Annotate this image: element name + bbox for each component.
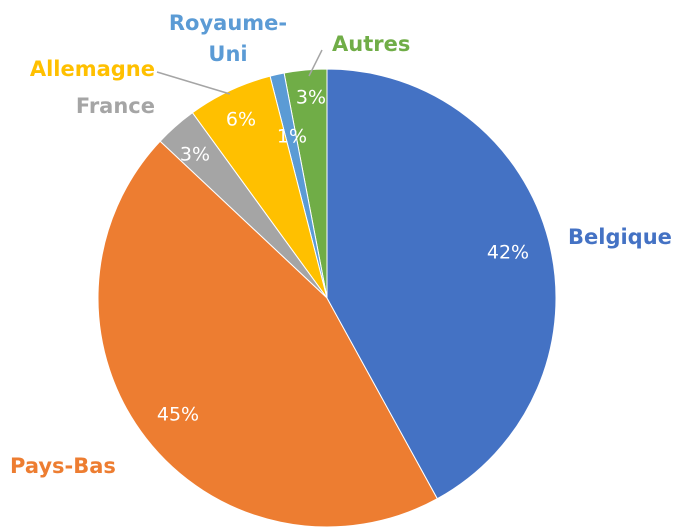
category-label: Pays-Bas <box>10 454 116 478</box>
leader-line <box>156 71 231 95</box>
category-label: France <box>76 94 155 118</box>
category-label: Belgique <box>568 225 672 249</box>
category-label: Royaume-Uni <box>169 11 287 66</box>
category-label: Autres <box>332 32 410 56</box>
slice <box>326 68 557 500</box>
value-label: 45% <box>157 404 199 426</box>
labels: 42% Belgique 45% Pays-Bas 3% France 6% Allemagn… <box>10 11 672 478</box>
value-label: 3% <box>180 144 210 166</box>
value-label: 1% <box>277 126 307 148</box>
leader-line <box>308 49 323 77</box>
slice <box>97 140 439 528</box>
value-label: 3% <box>296 87 326 109</box>
value-label: 42% <box>487 242 529 264</box>
value-label: 6% <box>226 109 256 131</box>
category-label: Allemagne <box>30 57 155 81</box>
